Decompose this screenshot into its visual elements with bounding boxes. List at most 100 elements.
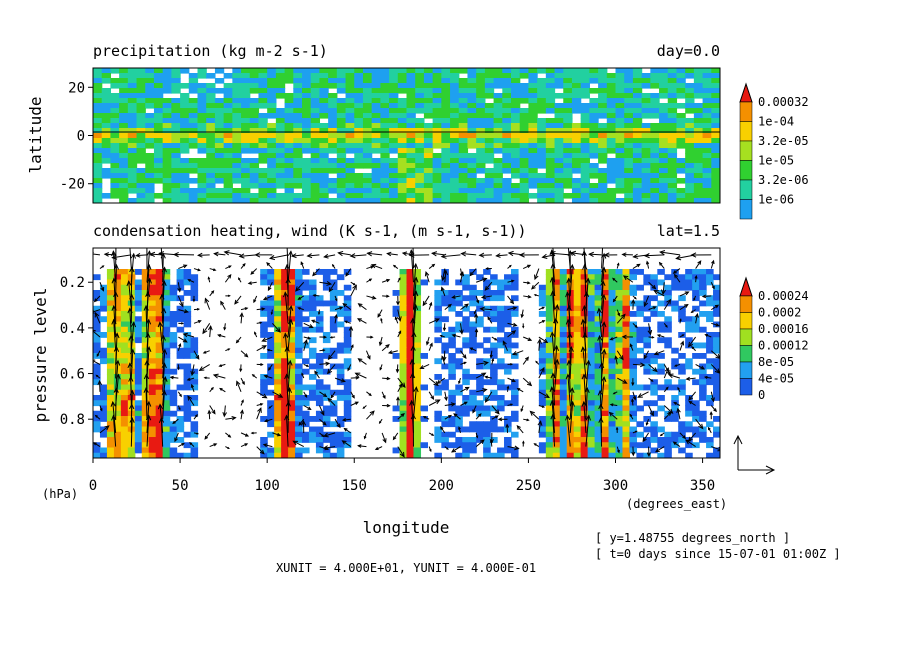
precip-cell	[476, 118, 486, 124]
heating-cell	[148, 269, 157, 275]
wind-arrow	[348, 325, 354, 338]
heating-cell	[288, 274, 296, 281]
precip-cell	[458, 178, 469, 184]
precip-cell	[659, 103, 669, 109]
heating-cell	[155, 389, 164, 396]
precip-cell	[310, 178, 321, 184]
heating-cell	[302, 284, 310, 291]
precip-cell	[127, 108, 138, 114]
heating-cell	[580, 300, 589, 307]
wind-arrow	[659, 432, 665, 437]
heating-cell	[134, 389, 143, 396]
heating-cell	[260, 452, 268, 458]
wind-arrow	[679, 291, 690, 297]
heating-cell	[274, 452, 282, 458]
precip-cell	[537, 148, 547, 154]
precip-cell	[598, 193, 608, 199]
precip-cell	[345, 173, 355, 179]
wind-arrow	[328, 281, 336, 293]
heating-cell	[343, 405, 352, 412]
heating-cell	[587, 311, 596, 317]
heating-cell	[650, 426, 658, 433]
precip-cell	[450, 133, 460, 139]
heating-cell	[155, 379, 164, 386]
precip-cell	[615, 158, 625, 164]
heating-cell	[99, 353, 108, 359]
heating-cell	[601, 379, 610, 386]
precip-cell	[145, 193, 155, 199]
heating-cell	[504, 347, 512, 354]
precip-cell	[127, 138, 138, 144]
heating-cell	[706, 374, 714, 380]
heating-cell	[134, 332, 143, 338]
precip-cell	[450, 73, 460, 79]
heating-cell	[281, 316, 289, 323]
heating-cell	[120, 379, 129, 386]
precip-cell	[110, 103, 120, 109]
heating-cell	[343, 389, 352, 396]
heating-cell	[657, 384, 665, 391]
precip-cell	[310, 78, 321, 84]
heating-cell	[469, 421, 477, 428]
heating-cell	[267, 342, 275, 349]
heating-cell	[629, 437, 637, 443]
heating-cell	[448, 337, 456, 344]
wind-arrow	[193, 308, 201, 311]
heating-cell	[336, 342, 345, 349]
precip-cell	[702, 83, 712, 89]
heating-cell	[601, 342, 610, 349]
precip-cell	[110, 188, 120, 194]
precip-cell	[702, 93, 712, 99]
heating-cell	[141, 379, 150, 386]
heating-cell	[629, 426, 637, 433]
heating-cell	[399, 279, 408, 286]
heating-cell	[552, 400, 561, 407]
wind-arrow	[395, 364, 400, 374]
precip-cell	[571, 148, 582, 154]
wind-arrow	[601, 376, 607, 406]
precip-cell	[702, 123, 712, 129]
heating-cell	[594, 416, 603, 422]
heating-cell	[288, 400, 296, 407]
precip-cell	[632, 173, 643, 179]
precip-cell	[589, 163, 599, 169]
heating-cell	[559, 353, 568, 359]
precip-cell	[171, 118, 181, 124]
wind-arrow	[621, 252, 633, 257]
wind-arrow	[469, 268, 477, 277]
precip-cell	[493, 103, 503, 109]
precip-cell	[354, 88, 364, 94]
precip-cell	[197, 163, 207, 169]
precip-cell	[676, 118, 686, 124]
precip-cell	[511, 168, 521, 174]
precip-cell	[493, 168, 503, 174]
heating-cell	[169, 421, 178, 428]
precip-cell	[362, 123, 373, 129]
heating-cell	[120, 284, 129, 291]
precip-cell	[467, 73, 477, 79]
precip-cell	[693, 193, 704, 199]
heating-cell	[497, 358, 505, 365]
wind-arrow	[474, 313, 479, 324]
heating-cell	[608, 300, 617, 307]
precip-cell	[127, 98, 138, 104]
heating-cell	[315, 300, 324, 307]
precip-cell	[667, 83, 678, 89]
wind-arrow	[567, 250, 573, 283]
heating-cell	[176, 452, 185, 458]
heating-cell	[643, 279, 651, 286]
wind-arrow	[538, 320, 546, 324]
heating-cell	[106, 384, 115, 391]
heating-cell	[545, 295, 554, 302]
precip-cell	[93, 163, 103, 169]
precip-cell	[136, 68, 146, 74]
heating-cell	[267, 269, 275, 275]
heating-cell	[113, 337, 122, 344]
heating-cell	[713, 305, 720, 312]
precip-cell	[145, 178, 155, 184]
wind-arrow	[667, 373, 681, 379]
heating-cell	[260, 416, 268, 422]
heating-cell	[594, 353, 603, 359]
wind-arrow	[397, 413, 405, 420]
